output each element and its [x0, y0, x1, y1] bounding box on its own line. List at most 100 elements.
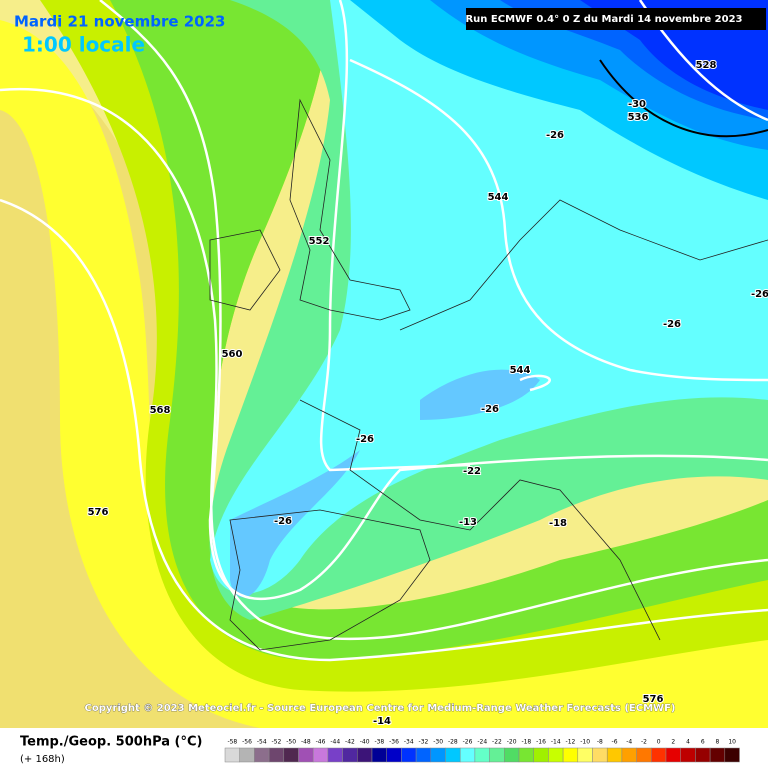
legend-label: -42 [345, 739, 355, 746]
legend-label: -38 [374, 739, 384, 746]
contour-label: -26 [751, 289, 768, 300]
legend-label: -26 [463, 739, 473, 746]
coastline [209, 229, 281, 311]
legend-swatch [636, 747, 652, 763]
band [0, 20, 768, 728]
date: Mardi 21 novembre 2023 [14, 13, 226, 31]
contour-label: 568 [150, 405, 171, 416]
contour-label: 544 [510, 365, 531, 376]
copyright: Copyright © 2023 Meteociel.fr - Source E… [85, 703, 676, 714]
legend-label: -30 [433, 739, 443, 746]
run-box [466, 8, 766, 30]
legend-label: -24 [477, 739, 487, 746]
isotherm [599, 59, 768, 138]
legend-swatch [665, 747, 681, 763]
legend-swatch [651, 747, 667, 763]
contour-label: -14 [373, 716, 391, 727]
legend-swatch [430, 747, 446, 763]
contour-label: 528 [696, 60, 717, 71]
legend-label: -32 [419, 739, 429, 746]
legend-label: -48 [301, 739, 311, 746]
cold-pool [420, 369, 540, 420]
lead-time: (+ 168h) [20, 754, 65, 765]
legend-swatch [577, 747, 593, 763]
legend-label: 2 [671, 739, 675, 746]
contour-label: 576 [643, 694, 664, 705]
legend-swatch [254, 747, 270, 763]
time: 1:00 locale [22, 33, 145, 57]
legend-label: -22 [492, 739, 502, 746]
isohypse [0, 198, 768, 662]
legend-swatch [562, 747, 579, 763]
contour-label: -22 [463, 466, 481, 477]
legend-swatch [474, 747, 490, 763]
legend-swatch [724, 747, 740, 763]
coastline [289, 98, 411, 321]
legend-label: 6 [701, 739, 705, 746]
legend-label: -58 [227, 739, 237, 746]
contour-label: -26 [546, 130, 564, 141]
contour-label: 536 [628, 112, 649, 123]
isohypse [519, 374, 551, 392]
legend-swatch [504, 747, 520, 763]
legend-swatch [371, 747, 387, 763]
isohypse [99, 0, 768, 601]
contour-label: -26 [274, 516, 292, 527]
legend-label: -8 [597, 739, 603, 746]
legend-label: -40 [360, 739, 370, 746]
legend-swatch [709, 747, 726, 763]
legend-swatch [327, 747, 343, 763]
legend-swatch [224, 747, 240, 763]
legend-label: -28 [448, 739, 458, 746]
legend-label: -56 [242, 739, 252, 746]
legend-swatch [298, 747, 314, 763]
contour-label: -26 [481, 404, 499, 415]
cold-pool [230, 450, 360, 598]
legend-swatch [283, 747, 299, 763]
legend-swatch [548, 747, 564, 763]
contour-label: -18 [549, 518, 567, 529]
coastline [399, 199, 768, 331]
legend-label: -16 [536, 739, 546, 746]
band [110, 0, 768, 660]
legend-label: -50 [286, 739, 296, 746]
legend-swatch [680, 747, 696, 763]
coastline [299, 399, 661, 641]
contour-label: 560 [222, 349, 243, 360]
isohypse [0, 87, 768, 641]
isohypse [349, 58, 768, 382]
legend-label: -36 [389, 739, 399, 746]
legend-swatch [357, 747, 373, 763]
legend-swatch [489, 747, 505, 763]
legend-label: 10 [728, 739, 736, 746]
legend-swatch [415, 747, 432, 763]
legend-swatch [459, 747, 476, 763]
legend-label: -12 [566, 739, 576, 746]
contour-label: -30 [628, 99, 646, 110]
run-info: Run ECMWF 0.4° 0 Z du Mardi 14 novembre … [465, 14, 742, 25]
legend-swatch [695, 747, 711, 763]
legend-label: -10 [580, 739, 590, 746]
legend-label: -14 [551, 739, 561, 746]
contour-label: -26 [356, 434, 374, 445]
legend-label: -52 [272, 739, 282, 746]
legend-label: -6 [612, 739, 618, 746]
legend-swatch [342, 747, 358, 763]
legend-swatch [592, 747, 608, 763]
legend-swatch [518, 747, 534, 763]
legend-swatch [386, 747, 402, 763]
legend-swatch [401, 747, 417, 763]
contour-label: 552 [309, 236, 330, 247]
legend-swatch [239, 747, 255, 763]
legend-swatch [268, 747, 285, 763]
isohypse [319, 0, 471, 472]
legend-label: -44 [330, 739, 340, 746]
legend-label: -34 [404, 739, 414, 746]
legend-label: 4 [686, 739, 690, 746]
contour-label: -13 [459, 517, 477, 528]
parameter: Temp./Geop. 500hPa (°C) [20, 735, 202, 750]
coastline [229, 509, 431, 651]
legend-swatch [533, 747, 549, 763]
legend-label: 0 [657, 739, 661, 746]
